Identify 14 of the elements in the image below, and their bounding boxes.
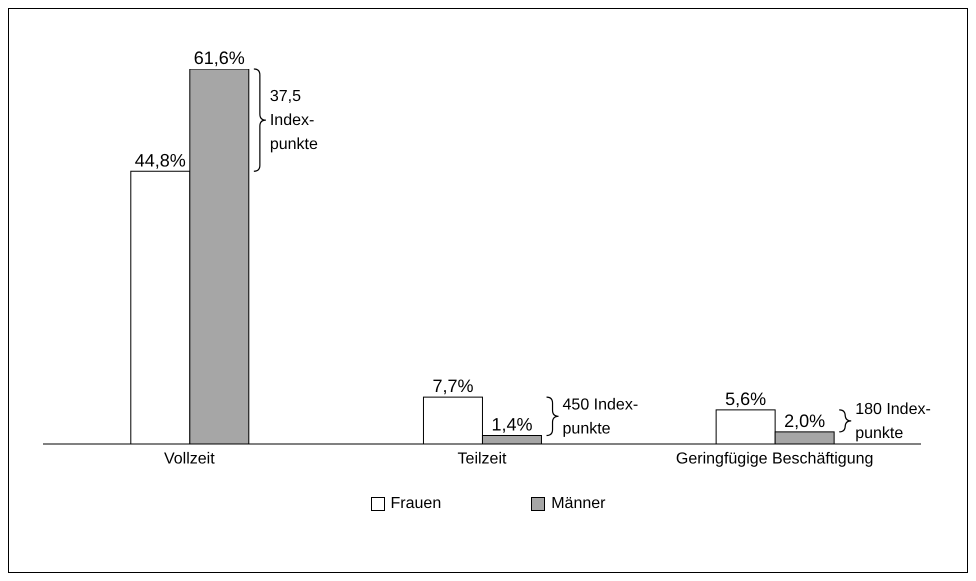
data-label: 1,4% bbox=[491, 414, 532, 434]
data-label: 2,0% bbox=[784, 410, 826, 431]
annotation: 180 Index- punkte bbox=[855, 400, 931, 442]
data-label: 7,7% bbox=[432, 376, 474, 396]
data-label: 44,8% bbox=[134, 150, 186, 170]
annotation: 450 Index- punkte bbox=[562, 396, 638, 438]
x-tick-label: Teilzeit bbox=[458, 450, 508, 468]
annotation: 37,5 Index- punkte bbox=[270, 88, 318, 154]
x-tick-label: Geringfügige Beschäftigung bbox=[676, 450, 874, 468]
data-label: 5,6% bbox=[725, 388, 766, 409]
legend-label: Männer bbox=[551, 495, 606, 513]
legend-label: Frauen bbox=[390, 495, 442, 513]
x-tick-label: Vollzeit bbox=[164, 450, 216, 468]
data-label: 61,6% bbox=[194, 48, 245, 68]
